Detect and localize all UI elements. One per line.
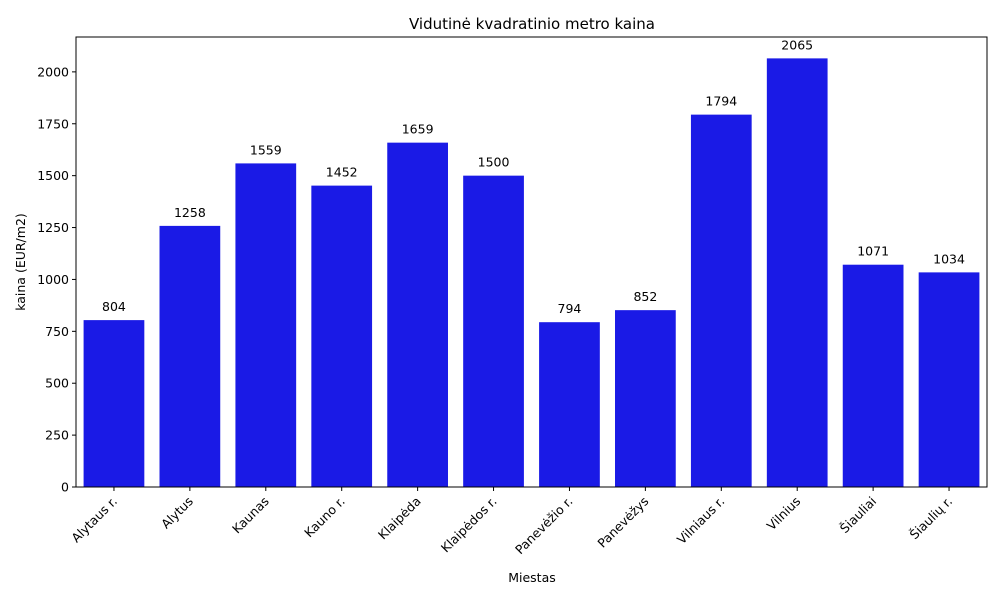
bar-value-label-5: 1500 <box>478 155 510 170</box>
bar-11 <box>918 272 980 487</box>
bar-value-label-8: 1794 <box>705 94 737 109</box>
plot-frame <box>75 36 988 488</box>
bar-4 <box>387 142 448 487</box>
bar-8 <box>690 114 752 487</box>
bar-value-label-4: 1659 <box>402 122 434 137</box>
bar-5 <box>463 175 524 487</box>
x-tick-label-11: Šiaulių r. <box>907 494 956 543</box>
y-tick-label-7: 1750 <box>37 116 69 131</box>
bar-9 <box>766 58 828 487</box>
bar-value-label-1: 1258 <box>174 205 206 220</box>
y-tick-label-5: 1250 <box>37 220 69 235</box>
x-axis: Alytaus r. Alytus Kaunas Kauno r. Klaipėda Kl… <box>68 487 955 557</box>
x-tick-label-2: Kaunas <box>229 494 272 537</box>
x-tick-label-5: Klaipėdos r. <box>438 494 500 556</box>
x-tick-label-4: Klaipėda <box>375 494 424 543</box>
y-tick-label-8: 2000 <box>37 64 69 79</box>
bar-value-label-3: 1452 <box>326 165 358 180</box>
x-tick-label-0: Alytaus r. <box>68 494 120 546</box>
y-tick-label-6: 1500 <box>37 168 69 183</box>
bar-value-label-6: 794 <box>558 301 582 316</box>
bar-value-label-9: 2065 <box>781 37 813 52</box>
x-tick-label-3: Kauno r. <box>301 494 348 541</box>
y-tick-label-1: 250 <box>45 428 69 443</box>
bar-2 <box>235 163 297 487</box>
bar-labels-group: 804 1258 1559 1452 1659 1500 794 852 1794 2065 107… <box>102 37 965 316</box>
bar-value-label-2: 1559 <box>250 142 282 157</box>
x-tick-label-9: Vilnius <box>764 494 804 534</box>
x-tick-label-8: Vilniaus r. <box>674 494 727 547</box>
x-tick-label-1: Alytus <box>158 494 196 532</box>
y-tick-label-4: 1000 <box>37 272 69 287</box>
y-axis: 0 250 500 750 1000 1250 1500 1750 2000 <box>37 64 76 495</box>
bar-6 <box>539 322 600 487</box>
x-tick-label-7: Panevėžys <box>594 494 651 551</box>
x-axis-label: Miestas <box>508 570 556 585</box>
x-tick-label-10: Šiauliai <box>837 494 879 536</box>
bar-1 <box>159 225 221 487</box>
bar-value-label-10: 1071 <box>857 244 889 259</box>
bar-3 <box>311 185 373 487</box>
bar-value-label-11: 1034 <box>933 251 965 266</box>
bar-10 <box>842 264 904 487</box>
y-tick-label-2: 500 <box>45 376 69 391</box>
chart-title: Vidutinė kvadratinio metro kaina <box>409 15 655 33</box>
bars-group <box>83 58 980 487</box>
y-tick-label-0: 0 <box>61 480 69 495</box>
y-axis-label: kaina (EUR/m2) <box>13 213 28 311</box>
bar-value-label-0: 804 <box>102 299 126 314</box>
bar-value-label-7: 852 <box>633 289 657 304</box>
x-tick-label-6: Panevėžio r. <box>512 494 576 558</box>
y-tick-label-3: 750 <box>45 324 69 339</box>
bar-0 <box>83 320 145 487</box>
bar-7 <box>615 310 676 487</box>
